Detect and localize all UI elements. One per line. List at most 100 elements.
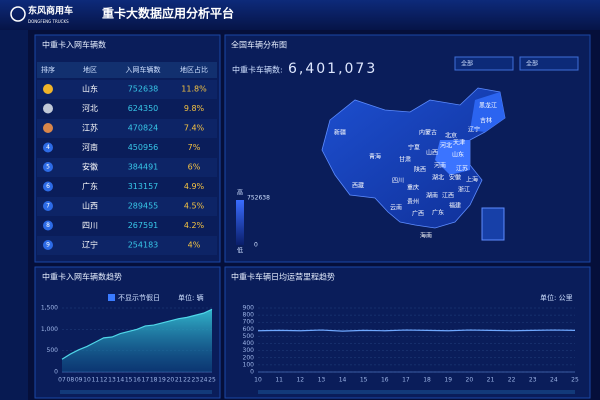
province-label: 四川 bbox=[392, 178, 404, 185]
line bbox=[61, 308, 213, 360]
table-row bbox=[37, 236, 217, 255]
rank-badge bbox=[43, 220, 53, 231]
brand: 东风商用车 bbox=[28, 5, 73, 17]
y-tick-label: 1,500 bbox=[41, 305, 58, 312]
china-map bbox=[321, 87, 506, 229]
legend-high: 高 bbox=[237, 189, 243, 197]
y-tick-label: 200 bbox=[243, 354, 255, 361]
province-label: 山西 bbox=[426, 149, 438, 157]
x-tick-label: 17 bbox=[402, 377, 410, 384]
vehicle-count: 752638 bbox=[128, 85, 159, 94]
y-tick-label: 800 bbox=[243, 312, 255, 319]
x-tick-label: 08 bbox=[67, 377, 75, 384]
x-tick-label: 18 bbox=[423, 377, 431, 384]
province-label: 北京 bbox=[445, 132, 457, 140]
column-header: 入网车辆数 bbox=[126, 65, 161, 74]
x-tick-label: 13 bbox=[318, 377, 326, 384]
x-tick-label: 21 bbox=[175, 377, 183, 384]
x-tick-label: 11 bbox=[92, 377, 100, 384]
legend-max: 752638 bbox=[247, 195, 270, 202]
region: 山东 bbox=[82, 84, 98, 94]
x-tick-label: 11 bbox=[275, 377, 283, 384]
province-label: 青海 bbox=[369, 153, 381, 161]
table-row bbox=[37, 119, 217, 138]
unit: 单位: 辆 bbox=[178, 293, 204, 302]
x-tick-label: 23 bbox=[192, 377, 200, 384]
rank-badge bbox=[43, 181, 53, 192]
province-label: 贵州 bbox=[407, 198, 419, 206]
x-tick-label: 10 bbox=[83, 377, 91, 384]
y-tick-label: 1,000 bbox=[41, 326, 58, 333]
x-tick-label: 20 bbox=[466, 377, 474, 384]
rank: 9 bbox=[46, 242, 50, 249]
province-label: 浙江 bbox=[458, 186, 470, 194]
region: 河北 bbox=[82, 103, 98, 113]
province-label: 山东 bbox=[452, 151, 464, 159]
province-label: 江苏 bbox=[456, 165, 468, 173]
province-label: 湖北 bbox=[432, 174, 444, 182]
x-tick-label: 24 bbox=[550, 377, 558, 384]
y-tick-label: 0 bbox=[54, 369, 58, 376]
brand-en: DONGFENG TRUCKS bbox=[28, 19, 69, 24]
x-tick-label: 23 bbox=[529, 377, 537, 384]
total-value: 6,401,073 bbox=[288, 61, 377, 77]
x-tick-label: 09 bbox=[75, 377, 83, 384]
scrollbar[interactable] bbox=[258, 390, 575, 394]
filter-dropdown[interactable] bbox=[454, 56, 514, 71]
vehicle-count: 450956 bbox=[128, 143, 159, 152]
page-title: 重卡大数据应用分析平台 bbox=[102, 6, 234, 21]
region: 江苏 bbox=[82, 123, 98, 133]
region-share: 4% bbox=[188, 241, 201, 250]
panel bbox=[224, 266, 591, 399]
y-tick-label: 500 bbox=[47, 347, 59, 354]
column-header: 地区 bbox=[83, 65, 97, 74]
x-tick-label: 15 bbox=[125, 377, 133, 384]
checkbox-label[interactable]: 不显示节假日 bbox=[118, 293, 160, 302]
rank-badge bbox=[43, 142, 53, 153]
x-tick-label: 16 bbox=[381, 377, 389, 384]
panel-title: 全国车辆分布图 bbox=[231, 40, 287, 50]
y-tick-label: 400 bbox=[243, 340, 255, 347]
vehicle-count: 470824 bbox=[128, 124, 159, 133]
y-tick-label: 700 bbox=[243, 319, 255, 326]
column-header: 地区占比 bbox=[180, 65, 208, 74]
filter-text[interactable]: 全部 bbox=[461, 60, 473, 68]
region: 山西 bbox=[82, 201, 98, 211]
province-label: 内蒙古 bbox=[419, 129, 437, 137]
x-tick-label: 10 bbox=[254, 377, 262, 384]
panel-title: 中重卡入网车辆数 bbox=[42, 40, 106, 50]
region-share: 4.2% bbox=[184, 221, 205, 230]
region-share: 7% bbox=[188, 143, 201, 152]
checkbox[interactable] bbox=[108, 294, 115, 301]
scrollbar[interactable] bbox=[60, 390, 212, 394]
x-tick-label: 19 bbox=[444, 377, 452, 384]
x-tick-label: 13 bbox=[108, 377, 116, 384]
unit: 单位: 公里 bbox=[540, 293, 573, 302]
legend-gradient bbox=[236, 200, 244, 245]
region: 四川 bbox=[82, 221, 98, 230]
province-label: 甘肃 bbox=[399, 156, 411, 164]
rank: 7 bbox=[46, 203, 50, 210]
vehicle-count: 313157 bbox=[128, 182, 159, 191]
y-tick-label: 100 bbox=[243, 361, 255, 368]
region-share: 9.8% bbox=[184, 104, 205, 113]
province-label: 上海 bbox=[466, 176, 478, 184]
y-tick-label: 300 bbox=[243, 347, 255, 354]
region-share: 4.5% bbox=[184, 202, 205, 211]
table-row bbox=[37, 80, 217, 99]
province-label: 河南 bbox=[434, 162, 446, 170]
medal-icon bbox=[43, 123, 53, 133]
filter-text[interactable]: 全部 bbox=[526, 60, 538, 68]
x-tick-label: 07 bbox=[58, 377, 66, 384]
medal-icon bbox=[43, 103, 53, 114]
province-label: 辽宁 bbox=[468, 126, 480, 134]
province-label: 江西 bbox=[442, 193, 454, 200]
filter-dropdown[interactable] bbox=[519, 56, 579, 71]
x-tick-label: 16 bbox=[133, 377, 141, 384]
region-share: 11.8% bbox=[181, 85, 207, 94]
y-tick-label: 600 bbox=[243, 326, 255, 333]
header-bar bbox=[0, 0, 600, 30]
vehicle-count: 254183 bbox=[128, 241, 159, 250]
province-label: 湖南 bbox=[426, 192, 438, 200]
